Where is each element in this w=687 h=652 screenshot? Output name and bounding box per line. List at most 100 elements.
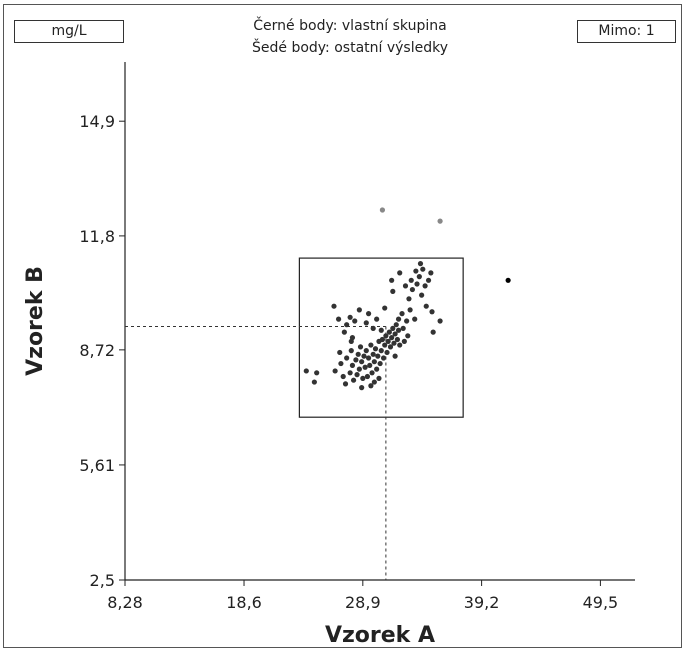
data-point <box>344 322 350 328</box>
data-point <box>417 261 424 267</box>
data-point <box>383 333 389 339</box>
data-point <box>390 288 396 294</box>
data-point <box>340 373 346 380</box>
data-point <box>397 342 403 348</box>
data-point <box>348 348 354 354</box>
data-point <box>357 344 364 350</box>
unit-label: mg/L <box>14 20 124 43</box>
data-point <box>414 281 420 287</box>
data-point <box>409 286 416 293</box>
data-point <box>412 316 418 322</box>
x-tick-label: 28,9 <box>345 593 381 612</box>
data-point <box>367 362 373 368</box>
data-point <box>361 353 367 359</box>
data-point <box>362 364 368 370</box>
data-point <box>386 329 392 335</box>
x-tick-label: 18,6 <box>226 593 262 612</box>
x-axis-title: Vzorek A <box>325 623 435 648</box>
data-point <box>423 303 429 309</box>
data-point <box>359 359 365 365</box>
data-point <box>348 338 354 344</box>
data-point <box>392 353 398 359</box>
axes <box>119 62 635 586</box>
data-point <box>428 270 434 276</box>
data-point <box>378 348 384 354</box>
data-point <box>368 342 374 348</box>
data-point <box>392 331 398 337</box>
data-point <box>352 318 358 324</box>
data-point <box>394 336 401 343</box>
data-point <box>422 283 428 289</box>
data-point <box>344 355 350 361</box>
data-point <box>337 349 343 356</box>
data-point <box>374 316 380 322</box>
chart-frame <box>3 4 682 648</box>
data-point <box>407 307 413 313</box>
data-point <box>379 336 386 343</box>
data-point <box>314 370 320 376</box>
data-point <box>364 373 371 380</box>
data-point <box>338 360 344 367</box>
data-point <box>437 318 443 324</box>
data-point <box>372 346 379 352</box>
legend-line-own-group: Černé body: vlastní skupina <box>253 18 447 34</box>
acceptance-box <box>298 257 464 418</box>
data-point <box>397 270 403 276</box>
data-point <box>505 277 511 283</box>
data-point <box>413 268 419 274</box>
data-point <box>399 311 405 317</box>
data-point <box>371 379 377 385</box>
data-point <box>401 338 407 344</box>
data-point <box>429 309 435 315</box>
data-point <box>349 362 356 368</box>
data-point <box>332 368 338 374</box>
data-point <box>405 333 411 339</box>
data-point <box>376 375 382 381</box>
y-tick-label: 5,61 <box>79 456 115 475</box>
data-point <box>368 383 374 389</box>
data-point <box>395 327 402 333</box>
data-point <box>395 316 402 322</box>
y-tick-label: 14,9 <box>79 112 115 131</box>
data-point <box>353 357 359 363</box>
data-point <box>347 314 353 320</box>
data-point <box>311 379 317 385</box>
data-point <box>387 344 394 350</box>
data-point <box>404 318 410 324</box>
data-point <box>355 351 361 357</box>
data-point <box>416 274 422 280</box>
data-point <box>365 355 372 361</box>
data-point <box>370 325 376 331</box>
data-point <box>430 329 436 335</box>
data-point <box>402 283 409 289</box>
data-point <box>335 316 342 322</box>
data-point <box>331 303 337 309</box>
data-point <box>347 370 353 376</box>
x-tick-label: 8,28 <box>107 593 143 612</box>
data-point <box>363 348 369 354</box>
data-point <box>419 292 425 298</box>
data-point <box>380 355 387 361</box>
data-point <box>384 349 390 356</box>
data-point <box>375 353 381 359</box>
data-point <box>408 277 414 283</box>
data-point <box>390 325 396 331</box>
data-point <box>370 351 376 357</box>
data-point <box>354 372 360 378</box>
axis-labels: 8,28 18,6 28,9 39,2 49,5 2,5 5,61 8,72 11,8 14,9 V… <box>23 112 618 648</box>
y-axis-title: Vzorek B <box>23 266 48 376</box>
data-point <box>356 307 362 313</box>
data-point <box>342 381 349 387</box>
data-point <box>378 327 384 333</box>
data-point <box>356 366 362 372</box>
data-point <box>379 207 386 213</box>
y-tick-label: 11,8 <box>79 227 115 246</box>
data-point <box>425 277 432 283</box>
data-point <box>360 375 366 381</box>
y-tick-label: 8,72 <box>79 341 115 360</box>
data-point <box>377 360 383 367</box>
data-point <box>365 311 372 317</box>
data-point <box>341 329 347 335</box>
reference-guides <box>125 257 464 580</box>
